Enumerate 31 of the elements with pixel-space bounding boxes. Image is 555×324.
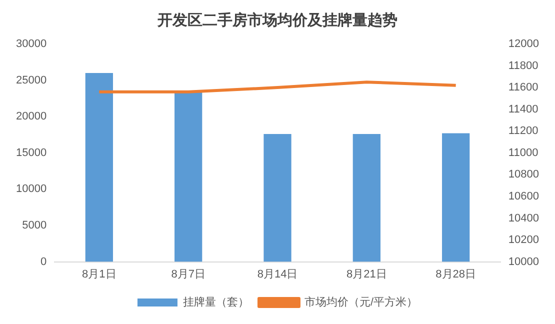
- y-tick-label: 15000: [16, 146, 47, 159]
- y-tick-label: 5000: [22, 220, 47, 232]
- y-tick-label: 0: [40, 256, 47, 268]
- y2-tick-label: 11400: [508, 103, 538, 116]
- x-tick-label: 8月28日: [436, 268, 476, 280]
- bar: [174, 92, 202, 262]
- y-tick-label: 25000: [16, 74, 47, 86]
- y2-tick-label: 11600: [508, 82, 538, 94]
- y2-tick-label: 11000: [508, 146, 538, 159]
- bar: [442, 133, 470, 262]
- y2-tick-label: 10000: [508, 256, 540, 268]
- y2-tick-label: 11800: [508, 60, 538, 72]
- bar: [264, 134, 292, 262]
- chart-title: 开发区二手房市场均价及挂牌量趋势: [156, 11, 398, 30]
- x-tick-label: 8月1日: [82, 268, 116, 280]
- x-tick-label: 8月7日: [171, 268, 206, 280]
- y2-tick-label: 12000: [508, 38, 540, 50]
- x-tick-label: 8月21日: [346, 268, 387, 280]
- y2-tick-label: 11200: [508, 125, 538, 138]
- bar: [85, 73, 113, 262]
- y-tick-label: 30000: [16, 38, 47, 50]
- y-tick-label: 10000: [16, 183, 47, 196]
- x-tick-label: 8月14日: [257, 268, 298, 280]
- legend-label: 市场均价（元/平方米）: [304, 296, 418, 309]
- y2-tick-label: 10800: [508, 168, 540, 181]
- y-tick-label: 20000: [16, 110, 47, 123]
- y2-tick-label: 10600: [508, 190, 540, 202]
- y2-tick-label: 10200: [508, 234, 540, 246]
- bar: [352, 134, 380, 262]
- legend-label: 挂牌量（套）: [182, 296, 249, 309]
- y2-tick-label: 10400: [508, 212, 540, 224]
